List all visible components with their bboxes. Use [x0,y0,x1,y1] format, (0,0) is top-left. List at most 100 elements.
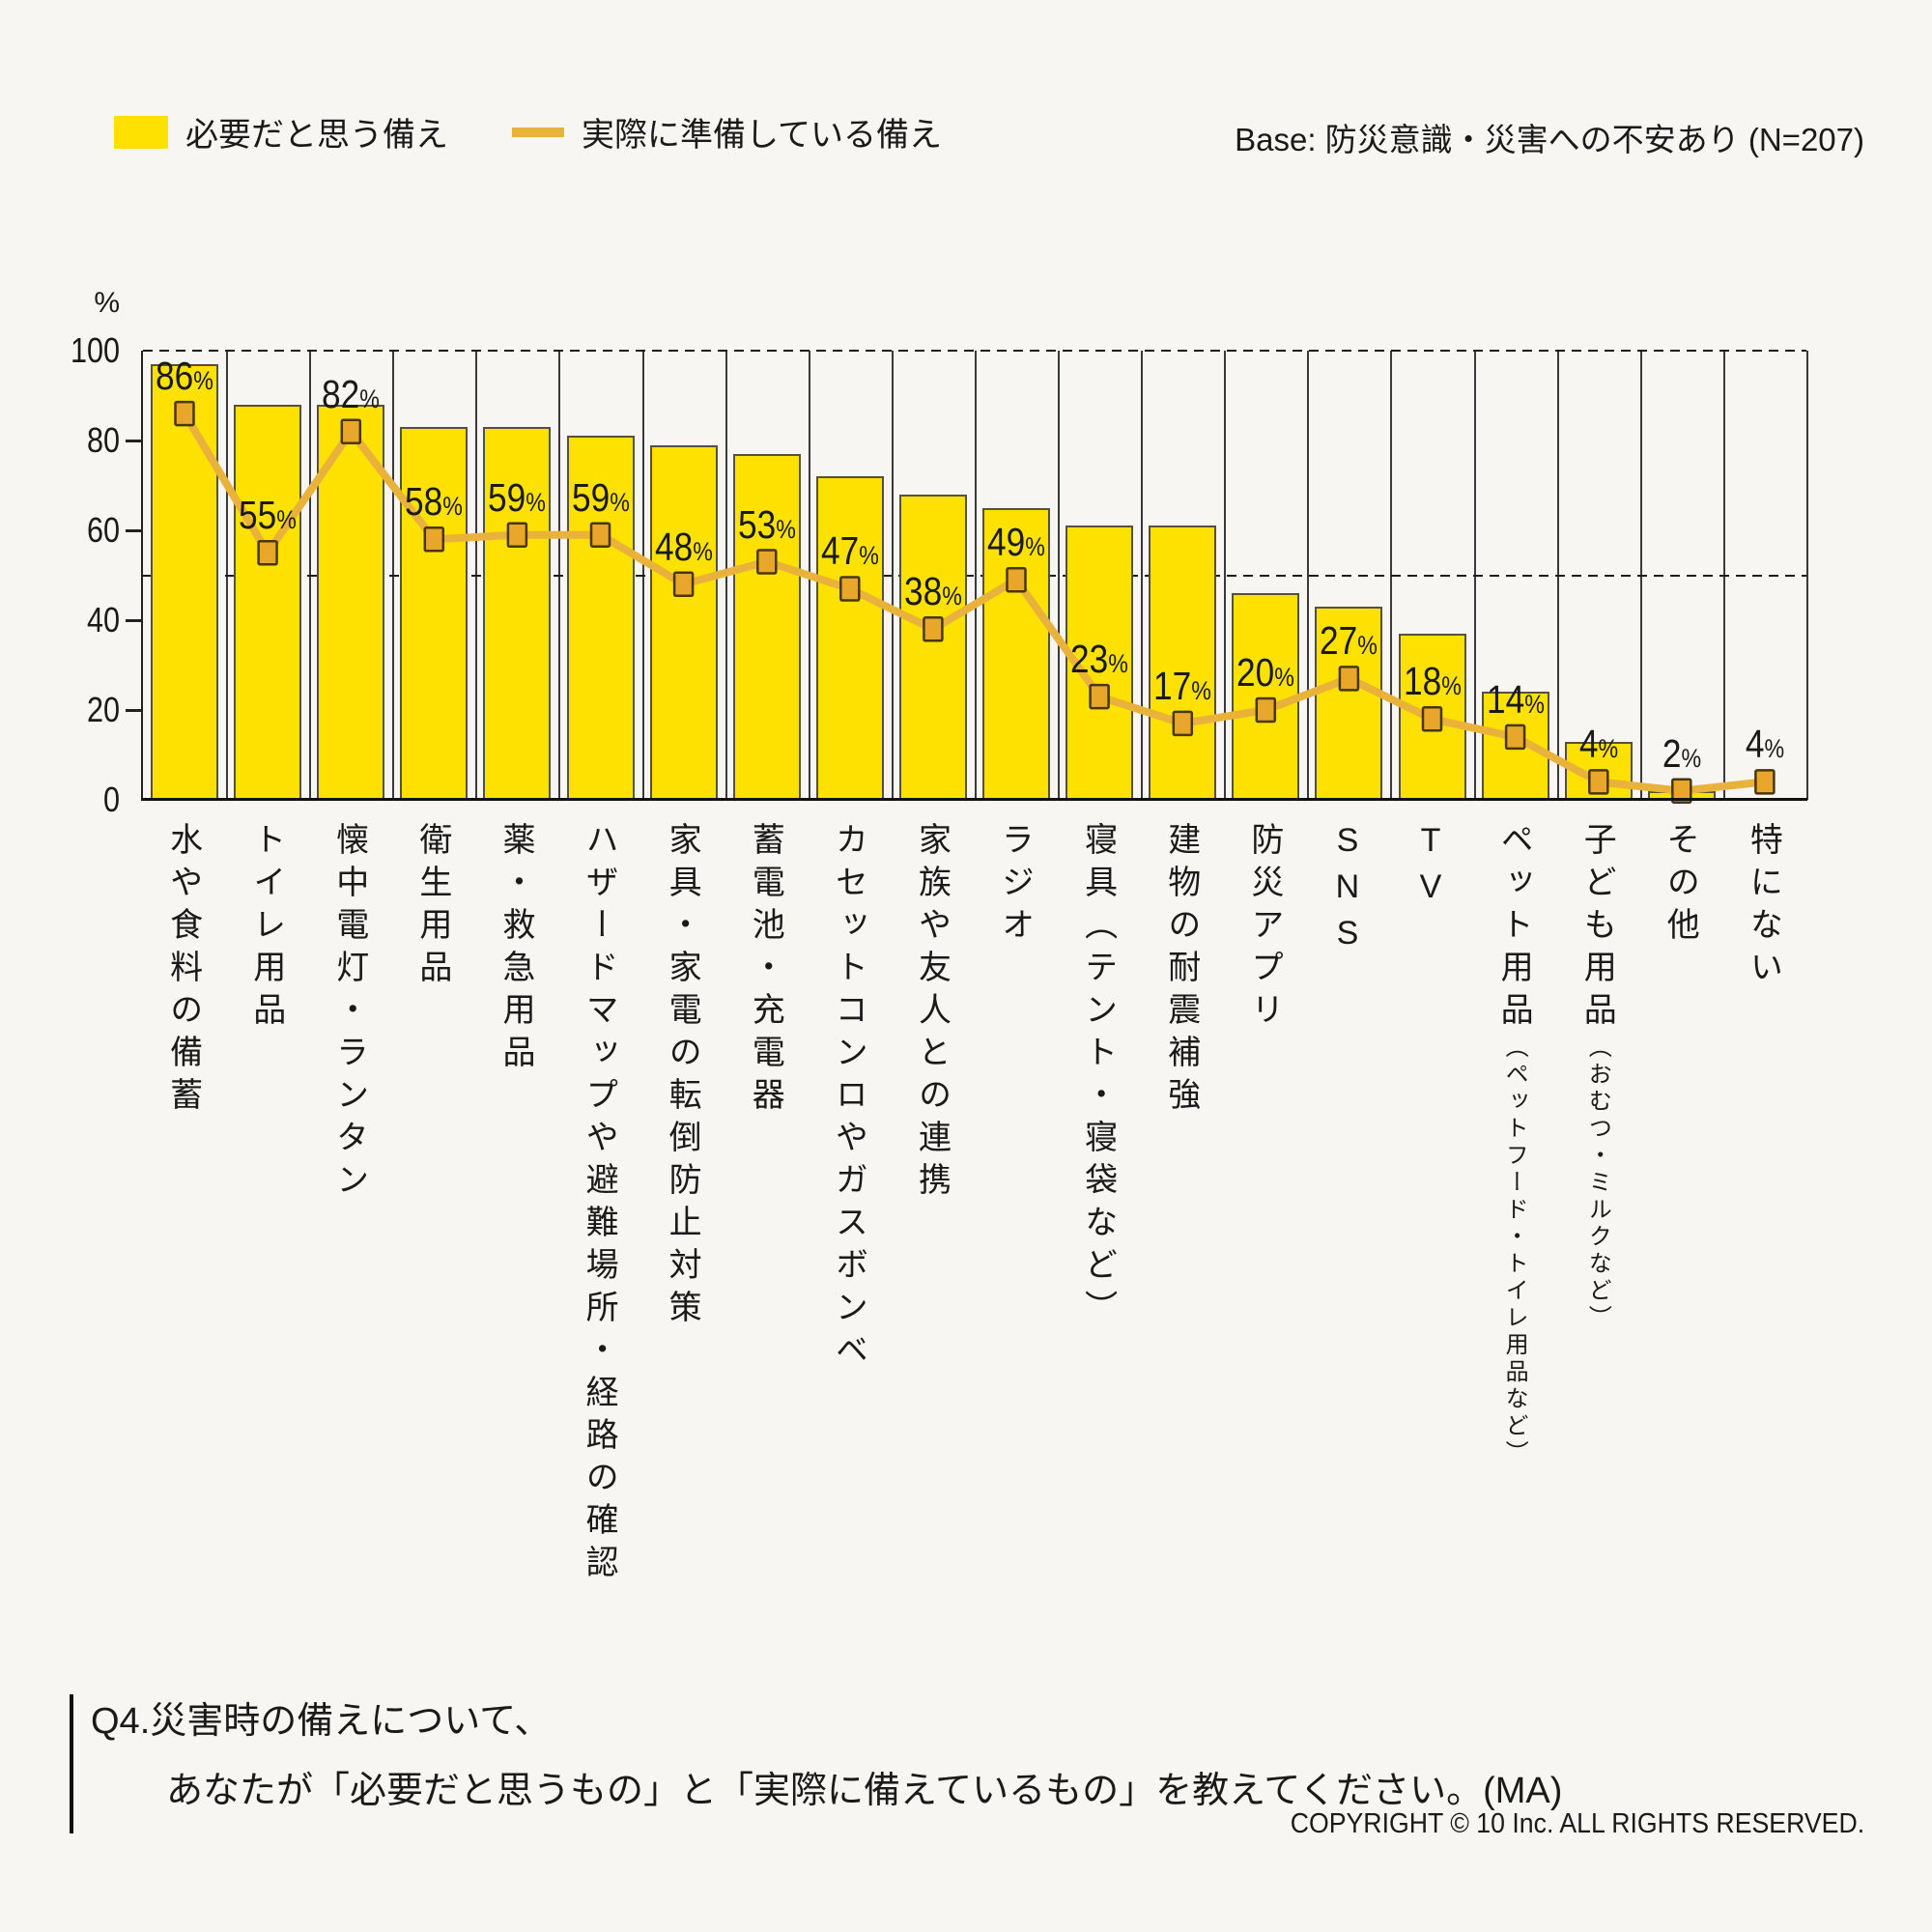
bar [151,363,219,800]
x-label-cell: TV [1388,822,1471,1587]
line-marker [1338,666,1360,692]
y-tick-mark [126,528,141,532]
x-label-cell: その他 [1638,822,1721,1587]
category-label: 建物の耐震補強 [1162,822,1200,1120]
data-label: 59% [571,474,630,520]
gridline-100 [143,350,1806,352]
legend-line-swatch [512,127,564,137]
x-label-cell: SNS [1305,822,1388,1587]
data-label: 2% [1662,730,1701,776]
data-label: 53% [737,501,796,547]
category-label: TV [1412,822,1449,915]
x-label-cell: 衛生用品 [390,822,473,1587]
line-marker [1588,769,1609,795]
x-label-cell: トイレ用品 [224,822,307,1587]
data-label: 49% [987,520,1045,565]
data-label: 86% [156,354,213,399]
bar [1315,607,1383,800]
category-label: 家具・家電の転倒防止対策 [664,822,701,1332]
bar [483,427,552,800]
data-label: 17% [1153,663,1212,708]
data-label: 4% [1745,722,1785,767]
x-label-cell: 懐中電灯・ランタン [307,822,390,1587]
data-label: 47% [820,528,879,574]
category-label: 薬・救急用品 [497,822,534,1077]
bar [1149,526,1217,800]
x-axis-labels: 水や食料の備蓄 トイレ用品 懐中電灯・ランタン 衛生用品 薬・救急用品 ハザードマップや避… [141,822,1804,1587]
category-label: 懐中電灯・ランタン [330,822,368,1205]
line-marker [257,539,278,566]
data-label: 14% [1486,676,1545,722]
bar [649,444,718,800]
question-line1: Q4.災害時の備えについて、 [91,1701,552,1742]
y-tick-label: 20 [86,690,120,729]
line-marker [589,522,611,548]
category-label: 特にない [1745,822,1782,992]
category-label: その他 [1662,822,1699,950]
category-label: SNS [1328,822,1366,961]
data-label: 48% [654,524,713,569]
data-label: 82% [322,371,381,416]
line-series [174,400,1776,804]
x-label-cell: 水や食料の備蓄 [141,822,224,1587]
y-tick-mark [126,439,141,442]
gridline-50 [143,574,1806,577]
category-label: 衛生用品 [413,822,451,992]
line-marker [923,616,944,642]
data-label: 27% [1320,618,1378,664]
data-label: 38% [903,569,962,614]
category-column [1723,351,1808,800]
data-label: 20% [1236,650,1295,695]
bar [898,494,967,800]
x-label-cell: カセットコンロやガスボンベ [807,822,890,1587]
plot-area: 86% 55% 82% 58% 59% 59% 48% 53% 47% 38% 49% 23% 17% 2… [141,350,1808,804]
line-marker [1671,778,1692,804]
y-tick-mark [126,708,141,712]
x-label-cell: 家族や友人との連携 [890,822,973,1587]
x-label-cell: 蓄電池・充電器 [724,822,807,1587]
line-marker [174,400,195,427]
base-note: Base: 防災意識・災害への不安あり (N=207) [1235,122,1864,157]
line-marker [1504,724,1526,751]
legend-bar-swatch [114,115,168,149]
y-tick-label: 80 [86,420,120,460]
x-label-cell: 子ども用品（おむつ・ミルクなど） [1555,822,1638,1587]
legend: 必要だと思う備え 実際に準備している備え [114,108,942,156]
line-marker [756,549,778,575]
category-label: 水や食料の備蓄 [164,822,202,1120]
line-marker [1172,710,1194,737]
y-tick-label: 60 [86,510,120,550]
bar [400,427,469,800]
data-label: 18% [1403,659,1462,704]
y-axis-unit: % [94,287,120,319]
y-tick-label: 100 [70,330,120,370]
line-path [181,410,1769,795]
bar [1232,593,1300,800]
legend-line-label: 実際に準備している備え [582,117,942,154]
y-tick-label: 0 [102,780,120,819]
x-label-cell: ハザードマップや避難場所・経路の確認 [556,822,639,1587]
x-axis-line [141,798,1807,801]
copyright: COPYRIGHT © 10 Inc. ALL RIGHTS RESERVED. [1290,1808,1864,1839]
x-label-cell: 家具・家電の転倒防止対策 [640,822,724,1587]
bar [815,476,884,800]
category-label: ペット用品（ペットフード・トイレ用品など） [1495,822,1533,1467]
x-label-cell: 特にない [1721,822,1804,1587]
category-label: 防災アプリ [1245,822,1283,1035]
data-label: 59% [488,474,547,520]
line-marker [1089,683,1110,710]
line-marker [1421,706,1443,732]
data-label: 23% [1070,637,1129,682]
category-label: 蓄電池・充電器 [747,822,784,1120]
x-label-cell: 建物の耐震補強 [1139,822,1222,1587]
question-line2: あなたが「必要だと思うもの」と「実際に備えているもの」を教えてください。(MA) [166,1771,1563,1811]
category-label: 家族や友人との連携 [913,822,951,1205]
bar [234,404,302,800]
bar [566,436,635,800]
bar [732,453,801,800]
line-marker [1754,769,1776,795]
category-label-note: （ペットフード・トイレ用品など） [1501,1035,1528,1467]
line-marker [423,526,445,553]
question-rule [70,1694,73,1833]
x-label-cell: 薬・救急用品 [473,822,556,1587]
